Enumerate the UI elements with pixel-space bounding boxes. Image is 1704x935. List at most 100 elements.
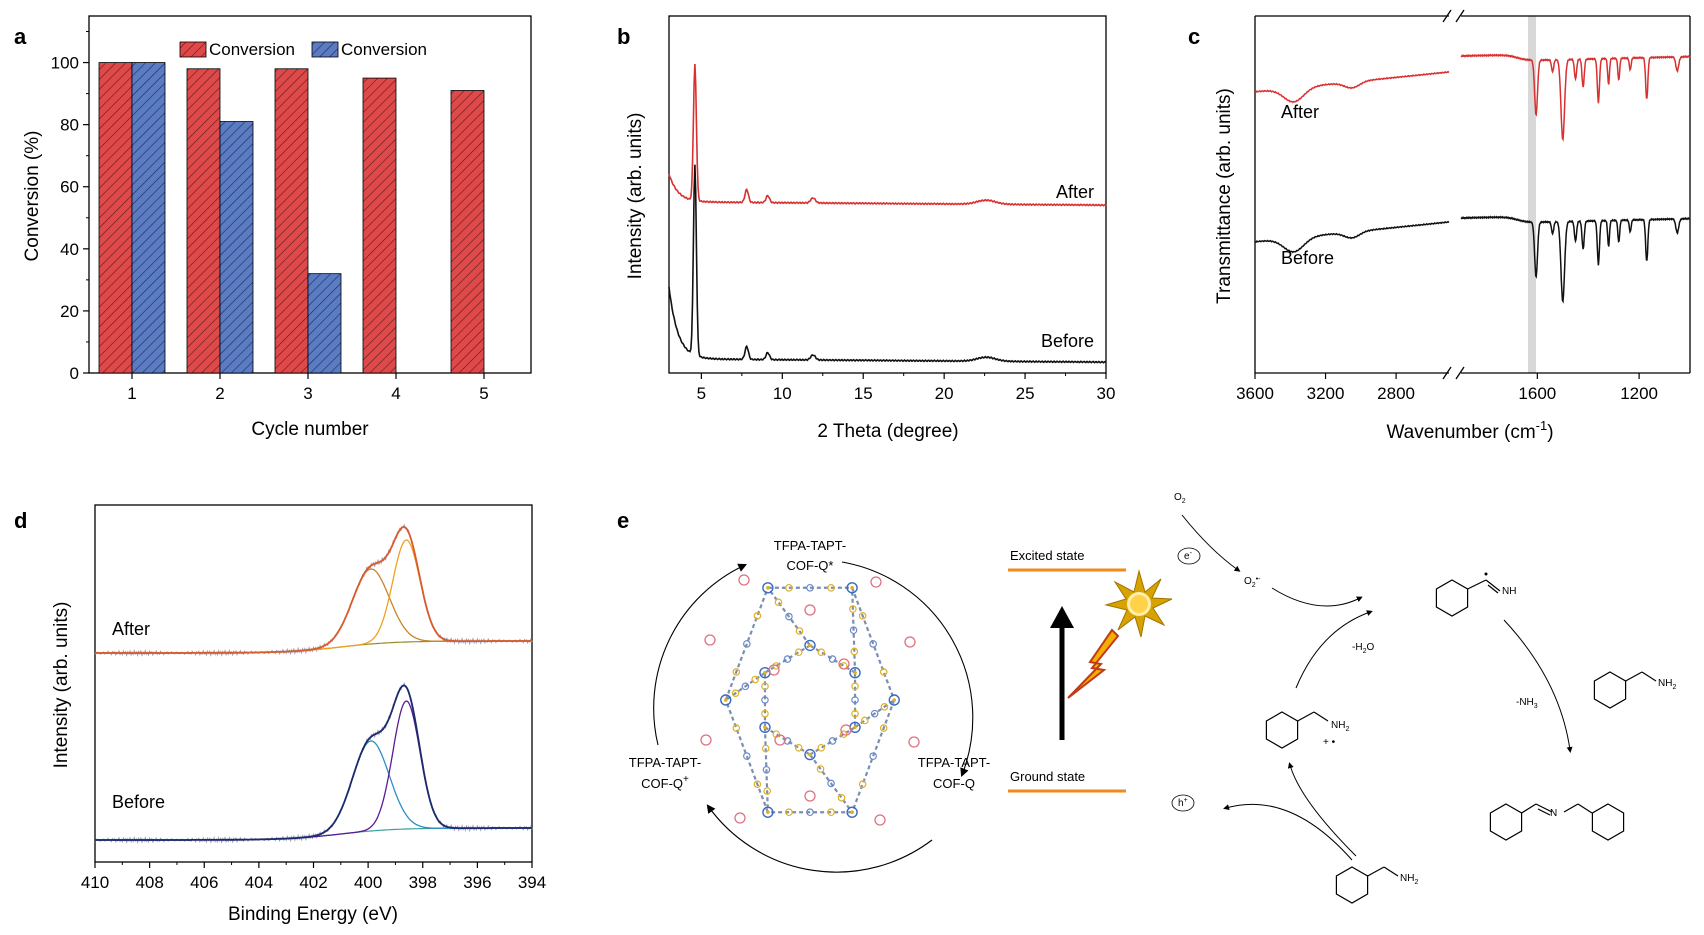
axis-break-top [1442, 9, 1465, 23]
panel-c: c 3600 3200 2800 1600 1200 After Before Wave… [1188, 9, 1691, 443]
cof-linker [724, 587, 769, 701]
cof-node [762, 806, 774, 818]
x-tick-label: 2800 [1377, 384, 1415, 403]
x-tick-label: 396 [463, 873, 491, 892]
cof-node [759, 721, 771, 733]
cof-ring [879, 668, 888, 676]
panel-a-legend: Conversion Conversion [179, 40, 427, 59]
cof-ring [806, 808, 814, 817]
cof-linker [851, 699, 896, 813]
before-fit-peak-2 [95, 700, 532, 841]
cof-node-center [763, 670, 767, 675]
x-tick-label: 25 [1016, 384, 1035, 403]
panel-a-bars [98, 62, 485, 374]
cof-ring [753, 612, 762, 620]
cof-ring [816, 765, 825, 773]
x-tick-label: 408 [135, 873, 163, 892]
x-tick-label: 404 [245, 873, 273, 892]
benzylamine-right-nh2: NH2 [1658, 678, 1676, 691]
cof-pendant-ring [908, 736, 920, 748]
benzylamine-molecule-right [1593, 671, 1657, 709]
panel-b: b 5 10 15 20 25 30 After Before 2 Theta (degr… [617, 15, 1115, 442]
cof-ring [849, 626, 858, 635]
x-tick-label: 3200 [1307, 384, 1345, 403]
cof-pendant-ring [804, 604, 816, 616]
imine-product-molecule [1489, 803, 1625, 841]
superoxide-arrow [1271, 587, 1363, 607]
label-before: Before [1041, 331, 1094, 351]
series-before-line [668, 164, 1107, 364]
panel-b-frame [668, 15, 1107, 374]
after-raw-line [94, 523, 533, 657]
panel-b-xlabel: 2 Theta (degree) [817, 421, 958, 442]
cof-node [846, 582, 858, 594]
cof-node [762, 582, 774, 594]
cof-linker [725, 671, 766, 701]
y-tick-label: 80 [60, 116, 79, 135]
cof-ring [732, 668, 741, 676]
legend-swatch-blue [311, 41, 339, 58]
cof-ring [753, 780, 762, 788]
bar-s1-cycle-2 [186, 68, 221, 374]
benzylamine-radical-cation [1265, 711, 1329, 749]
cof-pendant-ring [734, 812, 746, 824]
cof-linker [809, 726, 856, 756]
cof-node-center [853, 725, 857, 730]
cof-linker [851, 587, 896, 701]
cof-node [720, 694, 732, 706]
radical-cation-nh2: NH2 [1331, 720, 1349, 733]
cof-ring [827, 583, 835, 592]
cof-ring [785, 583, 793, 592]
cof-node-center [808, 643, 812, 648]
cof-ring [772, 662, 781, 670]
panel-a-ylabel: Conversion (%) [22, 131, 43, 262]
cof-ring [794, 648, 803, 657]
series-after-line [1254, 53, 1691, 142]
y-tick-label: 40 [60, 240, 79, 259]
cof-pendant-ring [874, 814, 886, 826]
cof-ring [743, 640, 751, 648]
cof-ring [858, 612, 867, 620]
cof-node [804, 639, 816, 652]
x-tick-label: 1200 [1620, 384, 1658, 403]
x-tick-label: 5 [697, 384, 706, 403]
cof-pendant-ring [840, 724, 852, 736]
cof-node-center [892, 698, 897, 702]
cof-linker [851, 587, 857, 673]
x-tick-label: 402 [299, 873, 327, 892]
cof-ring [827, 808, 835, 817]
panel-b-ylabel: Intensity (arb. units) [625, 113, 646, 280]
cof-pendant-ring [870, 576, 882, 588]
cof-ring [762, 765, 771, 774]
cycle-arrow-bottom [706, 804, 933, 873]
cof-pendant-ring [700, 734, 712, 746]
amine-oxidation-arrow [1287, 762, 1357, 857]
x-tick-label: 1600 [1518, 384, 1556, 403]
bar-s1-cycle-5 [450, 90, 485, 374]
cycle-label-top-2: COF-Q* [787, 558, 834, 573]
cof-ring [858, 780, 867, 788]
radical-cation-sign: + • [1323, 737, 1336, 748]
cof-node-center [766, 810, 770, 815]
cof-ring [849, 605, 857, 613]
benzylamine-molecule-bottom [1335, 866, 1399, 904]
x-tick-label: 406 [190, 873, 218, 892]
cof-node-center [763, 725, 767, 730]
legend-label-2: Conversion [341, 40, 427, 59]
panel-a: a 0 20 40 60 80 100 1 2 3 4 5 Conversion Conversi… [14, 15, 532, 440]
cof-node-center [766, 585, 770, 590]
cycle-label-right: TFPA-TAPT- [918, 755, 990, 770]
panel-a-yticks: 0 20 40 60 80 100 [51, 31, 89, 383]
series-before-line [1254, 215, 1691, 304]
cof-ring [869, 640, 877, 648]
x-tick-label: 3 [303, 384, 312, 403]
panel-c-xlabel: Wavenumber (cm-1) [1386, 418, 1553, 443]
cof-ring [732, 724, 741, 732]
cof-ring [851, 682, 859, 691]
cof-ring [827, 779, 835, 788]
excitation-arrow-head [1050, 606, 1074, 628]
after-fit-peak-2 [95, 539, 532, 654]
cof-linker [764, 726, 811, 756]
panel-d-curves [94, 523, 533, 844]
